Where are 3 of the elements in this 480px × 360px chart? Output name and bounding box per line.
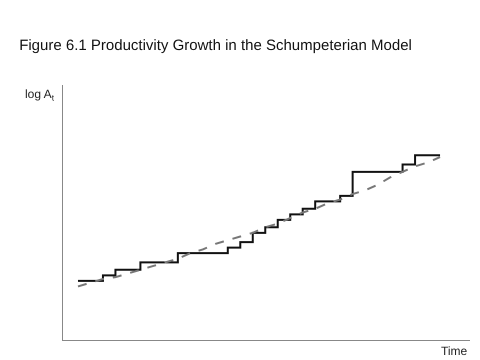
- y-axis-title: log A$_{t}$: [25, 87, 55, 103]
- x-axis-title: Time: [441, 344, 468, 358]
- chart-title: Figure 6.1 Productivity Growth in the Schumpeterian Model: [19, 37, 412, 54]
